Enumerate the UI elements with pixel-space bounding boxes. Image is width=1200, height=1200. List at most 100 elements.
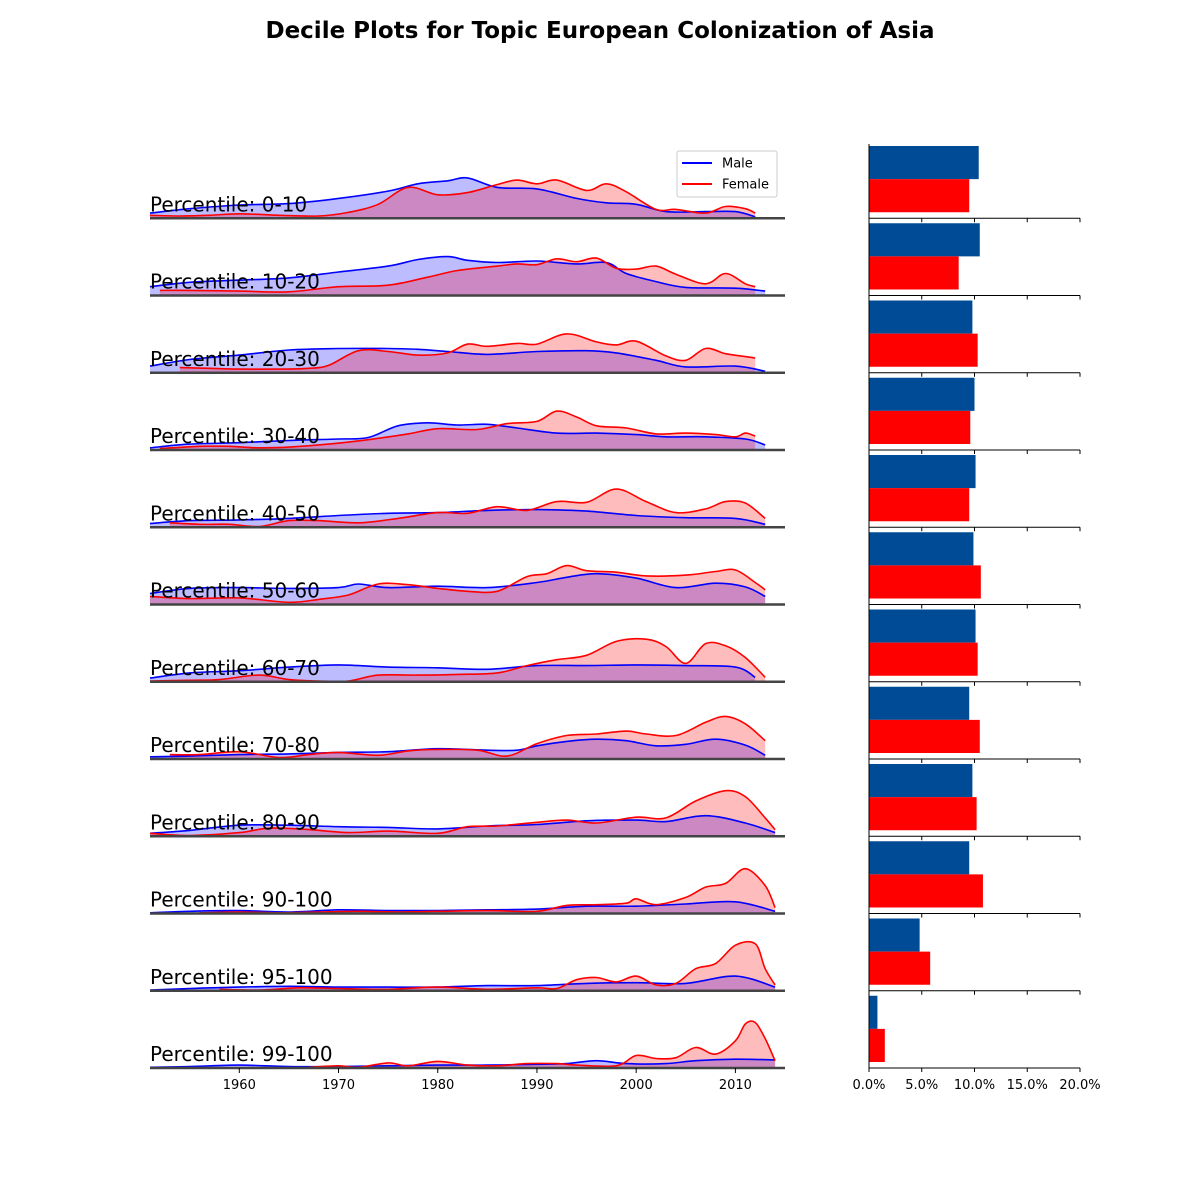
density-rows: Percentile: 0-10 Percentile: 10-20 Percent… bbox=[149, 176, 785, 1070]
bar-panel bbox=[868, 764, 1081, 841]
male-bar bbox=[869, 686, 970, 720]
legend-male-label: Male bbox=[722, 157, 753, 172]
male-bar bbox=[869, 146, 979, 180]
chart-title: Decile Plots for Topic European Coloniza… bbox=[265, 18, 935, 44]
row-label: Percentile: 95-100 bbox=[150, 965, 333, 989]
female-line bbox=[179, 333, 756, 370]
female-bar bbox=[869, 565, 981, 599]
bar-tick-label: 15.0% bbox=[1007, 1078, 1048, 1093]
female-line bbox=[149, 564, 766, 604]
density-row: Percentile: 0-10 bbox=[149, 176, 785, 220]
bar-panel bbox=[868, 686, 1081, 763]
male-bar bbox=[869, 223, 980, 257]
bar-panel bbox=[868, 532, 1081, 609]
male-line bbox=[149, 176, 756, 218]
bar-tick-label: 20.0% bbox=[1059, 1078, 1100, 1093]
row-label: Percentile: 10-20 bbox=[150, 270, 320, 294]
female-bar bbox=[869, 179, 970, 213]
female-bar bbox=[869, 1028, 885, 1062]
female-line bbox=[159, 257, 756, 293]
row-label: Percentile: 70-80 bbox=[150, 733, 320, 757]
density-row: Percentile: 80-90 bbox=[149, 789, 785, 838]
female-line bbox=[308, 1020, 776, 1069]
male-bar bbox=[869, 377, 975, 411]
legend: Male Female bbox=[676, 150, 778, 198]
row-label: Percentile: 90-100 bbox=[150, 888, 333, 912]
male-line bbox=[149, 255, 766, 292]
bar-tick-label: 5.0% bbox=[905, 1078, 938, 1093]
bar-panel bbox=[868, 146, 1081, 223]
x-tick-label: 2010 bbox=[719, 1078, 752, 1093]
male-bar bbox=[869, 995, 878, 1029]
bar-panel bbox=[868, 300, 1081, 377]
female-bar bbox=[869, 333, 978, 367]
male-bar bbox=[869, 841, 970, 875]
male-line bbox=[149, 347, 766, 373]
density-row: Percentile: 70-80 bbox=[149, 715, 785, 761]
density-row: Percentile: 99-100 bbox=[149, 1020, 785, 1070]
bar-panel bbox=[868, 609, 1081, 686]
x-tick-label: 1970 bbox=[322, 1078, 355, 1093]
bar-tick-label: 0.0% bbox=[852, 1078, 885, 1093]
row-label: Percentile: 80-90 bbox=[150, 810, 320, 834]
male-bar bbox=[869, 455, 976, 489]
male-bar bbox=[869, 918, 920, 952]
x-tick-label: 1980 bbox=[421, 1078, 454, 1093]
density-row: Percentile: 10-20 bbox=[149, 255, 785, 297]
female-bar bbox=[869, 719, 980, 753]
legend-female-label: Female bbox=[722, 178, 769, 193]
female-bar bbox=[869, 951, 931, 985]
bar-panel bbox=[868, 377, 1081, 454]
x-tick-label: 1960 bbox=[223, 1078, 256, 1093]
female-line bbox=[169, 715, 766, 759]
female-line bbox=[219, 940, 776, 991]
row-label: Percentile: 20-30 bbox=[150, 347, 320, 371]
male-line bbox=[149, 975, 776, 991]
female-line bbox=[149, 179, 756, 217]
male-bar bbox=[869, 300, 973, 334]
row-label: Percentile: 30-40 bbox=[150, 424, 320, 448]
male-bar bbox=[869, 532, 974, 566]
bar-panel bbox=[868, 841, 1081, 918]
female-bar bbox=[869, 410, 971, 444]
bar-panels bbox=[868, 146, 1081, 1072]
female-bar bbox=[869, 797, 977, 831]
overlap-area bbox=[308, 1059, 776, 1068]
female-bar bbox=[869, 874, 983, 908]
male-line bbox=[149, 664, 756, 679]
female-area bbox=[199, 868, 776, 914]
male-line bbox=[149, 572, 766, 598]
female-line bbox=[159, 410, 756, 450]
female-bar bbox=[869, 256, 959, 290]
overlap-area bbox=[159, 257, 756, 296]
overlap-area bbox=[169, 739, 766, 759]
male-line bbox=[149, 508, 766, 526]
female-area bbox=[219, 941, 776, 991]
bar-tick-label: 10.0% bbox=[954, 1078, 995, 1093]
overlap-area bbox=[150, 664, 756, 682]
axes: 1960 1970 1980 1990 2000 2010 0.0% 5.0% 10.0% 15.… bbox=[223, 144, 1101, 1093]
female-bar bbox=[869, 642, 978, 676]
female-line bbox=[199, 867, 776, 914]
bar-panel bbox=[868, 918, 1081, 995]
row-label: Percentile: 0-10 bbox=[150, 192, 307, 216]
female-line bbox=[149, 637, 766, 683]
density-row: Percentile: 40-50 bbox=[149, 488, 785, 529]
density-row: Percentile: 95-100 bbox=[149, 940, 785, 992]
male-bar bbox=[869, 609, 976, 643]
female-line bbox=[169, 488, 766, 528]
x-tick-label: 1990 bbox=[520, 1078, 553, 1093]
bar-panel bbox=[868, 455, 1081, 532]
female-line bbox=[149, 789, 776, 837]
overlap-area bbox=[159, 422, 756, 450]
density-row: Percentile: 60-70 bbox=[149, 637, 785, 683]
row-label: Percentile: 50-60 bbox=[150, 579, 320, 603]
row-label: Percentile: 40-50 bbox=[150, 501, 320, 525]
overlap-area bbox=[150, 815, 776, 837]
overlap-area bbox=[169, 509, 766, 528]
bar-panel bbox=[868, 995, 1081, 1072]
male-line bbox=[149, 421, 766, 449]
density-row: Percentile: 20-30 bbox=[149, 333, 785, 374]
density-row: Percentile: 30-40 bbox=[149, 410, 785, 452]
